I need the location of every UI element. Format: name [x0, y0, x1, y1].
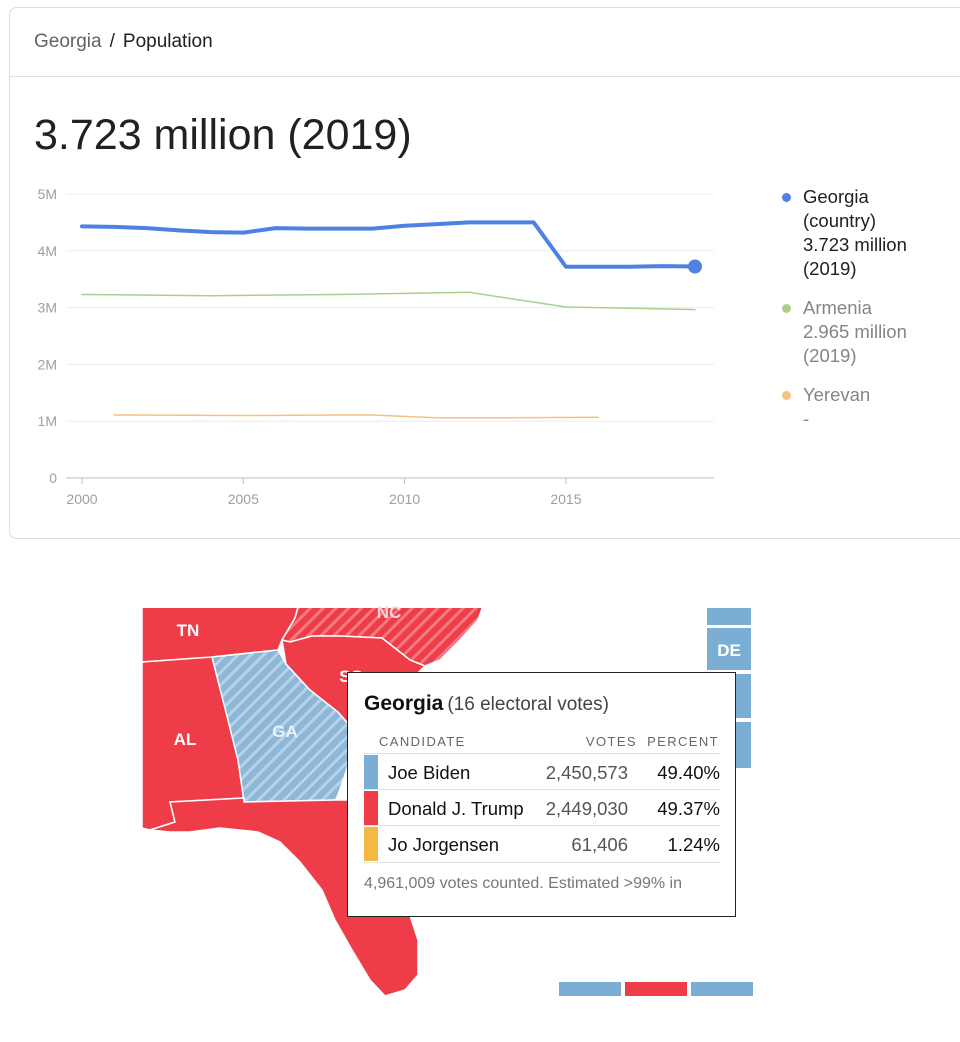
legend-armenia-line-3: (2019) — [803, 345, 857, 366]
map-label-de: DE — [717, 641, 741, 660]
tile-bottom-2[interactable] — [625, 982, 687, 996]
candidate-percent: 49.37% — [657, 798, 720, 819]
map-label-al: AL — [174, 730, 197, 749]
legend-georgia-line-4: (2019) — [803, 258, 857, 279]
legend-item-armenia[interactable]: Armenia 2.965 million (2019) — [782, 296, 952, 368]
legend-georgia-line-3: 3.723 million — [803, 234, 907, 255]
series-endpoint-marker — [688, 259, 702, 274]
state-results-tooltip: Georgia (16 electoral votes) CANDIDATE VO… — [347, 672, 736, 917]
header-candidate: CANDIDATE — [379, 734, 466, 749]
candidate-row: Donald J. Trump 2,449,030 49.37% — [364, 789, 720, 826]
votes-counted-footer: 4,961,009 votes counted. Estimated >99% … — [364, 875, 682, 892]
party-swatch — [364, 827, 378, 861]
legend-item-georgia[interactable]: Georgia (country) 3.723 million (2019) — [782, 185, 952, 281]
map-label-ga: GA — [272, 722, 298, 741]
legend-yerevan-line-1: Yerevan — [803, 384, 871, 405]
candidate-name: Joe Biden — [388, 762, 471, 783]
tile-bottom-3[interactable] — [691, 982, 753, 996]
candidate-percent: 49.40% — [657, 762, 720, 783]
y-tick-label: 1M — [38, 413, 57, 429]
y-tick-label: 3M — [38, 300, 57, 316]
legend-georgia-line-1: Georgia — [803, 186, 869, 207]
y-tick-label: 4M — [38, 243, 57, 259]
candidate-votes: 2,450,573 — [545, 762, 628, 783]
breadcrumb-separator: / — [109, 31, 115, 52]
population-line-chart[interactable]: 0 1M 2M 3M 4M 5M 2000 2005 2010 2015 — [0, 0, 960, 540]
party-swatch — [364, 755, 378, 789]
legend-dot-georgia — [782, 193, 791, 202]
candidate-votes: 61,406 — [571, 834, 628, 855]
tooltip-title: Georgia (16 electoral votes) — [364, 692, 609, 716]
population-headline: 3.723 million (2019) — [34, 111, 412, 159]
tile-delaware[interactable] — [707, 628, 751, 670]
candidate-name: Donald J. Trump — [388, 798, 524, 819]
candidate-percent: 1.24% — [667, 834, 720, 855]
breadcrumb-parent-link[interactable]: Georgia — [34, 31, 102, 52]
y-tick-label: 2M — [38, 356, 57, 372]
map-label-nc: NC — [377, 603, 402, 622]
party-swatch — [364, 791, 378, 825]
chart-series[interactable] — [80, 220, 702, 419]
y-tick-label: 0 — [49, 470, 57, 486]
breadcrumb: Georgia / Population — [34, 31, 213, 53]
series-line-georgia-country[interactable] — [80, 220, 697, 269]
series-line-yerevan[interactable] — [113, 414, 599, 419]
legend-armenia-line-2: 2.965 million — [803, 321, 907, 342]
map-label-tn: TN — [177, 621, 200, 640]
legend-yerevan-line-2: - — [803, 408, 810, 429]
candidate-name: Jo Jorgensen — [388, 834, 500, 855]
x-tick-label: 2015 — [550, 491, 581, 507]
tooltip-state-name: Georgia — [364, 692, 444, 715]
x-tick-label: 2005 — [228, 491, 259, 507]
candidate-votes: 2,449,030 — [545, 798, 628, 819]
y-tick-label: 5M — [38, 186, 57, 202]
breadcrumb-current: Population — [122, 31, 213, 52]
card-divider — [10, 76, 960, 77]
series-line-armenia[interactable] — [81, 291, 696, 311]
legend-georgia-line-2: (country) — [803, 210, 876, 231]
header-votes: VOTES — [585, 734, 637, 749]
candidate-row: Joe Biden 2,450,573 49.40% — [364, 753, 720, 790]
x-tick-label: 2000 — [66, 491, 97, 507]
chart-x-axis: 2000 2005 2010 2015 — [66, 478, 582, 507]
tooltip-electoral-votes: (16 electoral votes) — [447, 694, 609, 715]
legend-armenia-line-1: Armenia — [803, 297, 872, 318]
tile-bottom-1[interactable] — [559, 982, 621, 996]
x-tick-label: 2010 — [389, 491, 420, 507]
chart-y-axis: 0 1M 2M 3M 4M 5M — [38, 186, 58, 486]
header-percent: PERCENT — [647, 734, 719, 749]
legend-dot-yerevan — [782, 391, 791, 400]
legend-dot-armenia — [782, 304, 791, 313]
tile-top-right[interactable] — [707, 600, 751, 625]
legend-item-yerevan[interactable]: Yerevan - — [782, 383, 952, 431]
population-card: Georgia / Population 3.723 million (2019) — [9, 7, 960, 539]
candidate-row: Jo Jorgensen 61,406 1.24% — [364, 825, 720, 863]
